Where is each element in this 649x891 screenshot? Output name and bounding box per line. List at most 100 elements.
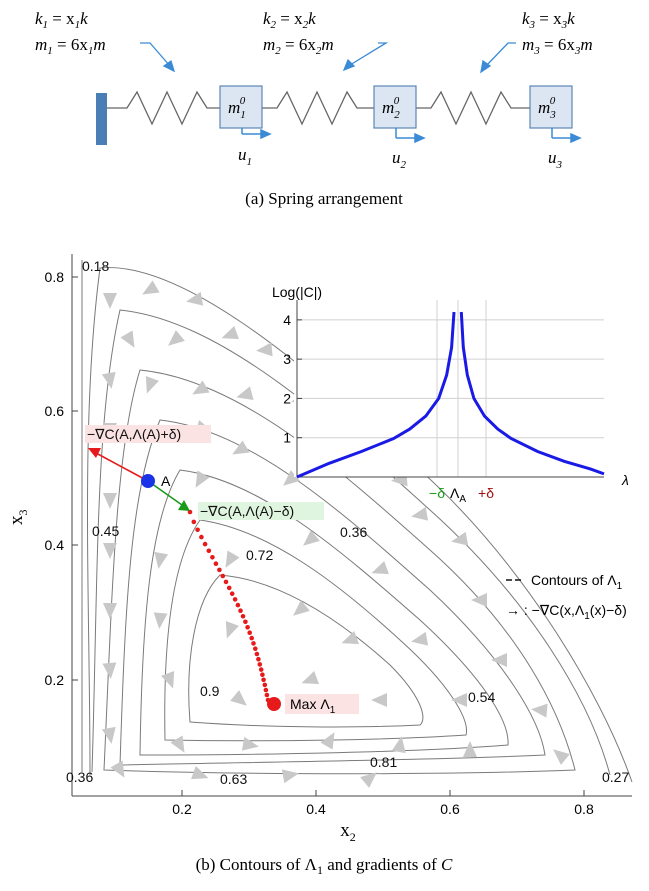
field-arrow — [120, 330, 135, 348]
x-tick-label: 0.8 — [574, 801, 594, 817]
field-arrow — [283, 470, 300, 486]
caption-a: (a) Spring arrangement — [245, 189, 403, 208]
contour-line — [139, 469, 509, 756]
field-arrow — [281, 769, 299, 784]
path-dot — [253, 646, 258, 651]
path-dot — [254, 651, 260, 657]
field-arrow — [371, 561, 389, 575]
field-arrow — [101, 371, 116, 389]
field-arrow — [103, 543, 117, 559]
path-dot — [264, 692, 270, 698]
inset-y-ticks: 1 2 3 4 — [283, 312, 302, 446]
field-arrow — [103, 493, 117, 509]
field-arrow — [103, 603, 117, 619]
point-a-label: A — [161, 473, 171, 489]
y-tick-label: 0.8 — [45, 269, 65, 285]
path-dot — [217, 567, 222, 573]
wall-block — [96, 93, 107, 145]
contour-label: 0.63 — [220, 771, 247, 787]
inset-y-tick-label: 4 — [283, 312, 291, 328]
legend-arrow-label: → : −∇C(x,Λ1(x)−δ) — [506, 602, 627, 622]
mass-label-2: m20 — [382, 95, 400, 121]
path-dot — [191, 519, 197, 525]
path-dot — [195, 527, 200, 533]
displacement-arrows — [241, 128, 582, 144]
grad-plus-label: −∇C(A,Λ(A)+δ) — [87, 426, 181, 442]
contour-lines — [81, 260, 633, 783]
legend: Contours of Λ1 → : −∇C(x,Λ1(x)−δ) — [506, 572, 627, 622]
spring-3 — [416, 90, 530, 126]
field-arrow — [293, 600, 310, 616]
path-dot — [249, 635, 254, 641]
field-arrow — [221, 326, 239, 340]
mass-box-1 — [219, 85, 263, 129]
field-arrow — [191, 766, 209, 780]
m3-equation: m3 = 6x3m — [522, 35, 593, 57]
spring-1 — [107, 90, 220, 126]
grad-plus-arrow — [95, 452, 149, 482]
field-arrow — [301, 671, 319, 685]
field-arrow — [463, 741, 477, 757]
inset-x-label: λ — [621, 472, 629, 488]
path-dot — [202, 541, 208, 547]
field-arrow — [236, 386, 254, 400]
field-arrow — [145, 376, 159, 394]
field-arrow — [154, 551, 169, 569]
path-dot — [258, 667, 264, 672]
path-dot — [206, 548, 212, 554]
contour-line — [87, 267, 633, 783]
grad-plus-arrowhead — [88, 448, 101, 458]
path-dot — [199, 534, 204, 540]
path-dot — [232, 597, 238, 602]
point-a-marker — [141, 474, 155, 488]
displacement-u2: u2 — [392, 148, 407, 171]
field-arrow — [451, 693, 467, 707]
field-arrow — [195, 470, 210, 488]
grad-plus-highlight — [85, 425, 211, 443]
contour-line — [188, 574, 424, 728]
field-arrow — [241, 736, 259, 751]
x-axis-ticks: 0.2 0.4 0.6 0.8 — [172, 790, 594, 817]
path-dot — [257, 662, 263, 667]
displacement-u1: u1 — [238, 145, 252, 168]
field-arrow — [232, 440, 250, 455]
inset-y-tick-label: 1 — [283, 430, 291, 446]
optimization-path — [187, 509, 271, 703]
path-dot — [256, 656, 261, 662]
field-arrow — [230, 690, 247, 706]
field-arrow — [451, 531, 469, 546]
y-axis-label: x3 — [6, 510, 30, 526]
inset-tick-plus-delta: +δ — [478, 485, 494, 501]
contour-label: 0.9 — [200, 683, 220, 699]
contour-label: 0.54 — [468, 689, 495, 705]
inset-chart: 1 2 3 4 Log(|C|) λ −δ ΛA +δ — [272, 284, 629, 505]
contour-label: 0.18 — [82, 258, 109, 274]
path-dot — [251, 641, 256, 646]
field-arrow — [411, 631, 429, 646]
m2-equation: m2 = 6x2m — [263, 35, 334, 57]
contour-label: 0.72 — [246, 547, 273, 563]
path-dot — [261, 677, 266, 683]
y-axis-ticks: 0.2 0.4 0.6 0.8 — [45, 269, 78, 688]
caption-b: (b) Contours of Λ1 and gradients of C — [196, 855, 453, 877]
field-arrow — [531, 703, 548, 718]
max-label: Max Λ1 — [290, 696, 336, 716]
path-dot — [243, 619, 248, 625]
path-dot — [238, 608, 243, 613]
grad-minus-arrowhead — [178, 500, 190, 511]
path-dot — [262, 682, 268, 688]
contour-label: 0.45 — [92, 523, 119, 539]
field-arrow — [110, 760, 125, 778]
displacement-u3: u3 — [548, 148, 563, 171]
field-arrow — [142, 280, 160, 295]
y-tick-label: 0.6 — [45, 403, 65, 419]
path-dot — [210, 555, 215, 560]
field-arrow — [371, 693, 387, 707]
pointer-arrows — [140, 42, 516, 74]
field-arrow — [303, 530, 320, 546]
field-arrow — [411, 506, 429, 521]
contour-labels: 0.18 0.45 0.36 0.72 0.9 0.54 0.81 0.63 0… — [66, 258, 629, 787]
path-dot — [226, 585, 232, 591]
max-point-marker — [267, 697, 281, 711]
x-axis-label: x2 — [340, 820, 356, 844]
